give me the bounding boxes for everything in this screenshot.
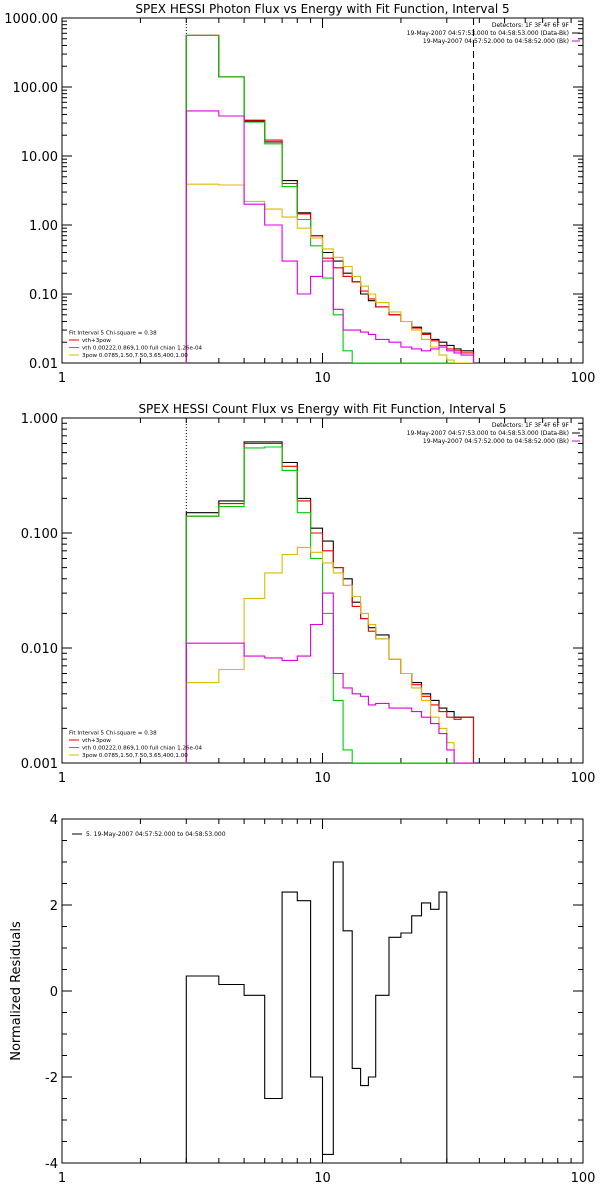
chart-panel-3: Normalized Residuals 1 10 100 4 2 0 -2 -4 5. 19-M…	[9, 813, 595, 1186]
chart-title: SPEX HESSI Count Flux vs Energy with Fit…	[138, 402, 506, 416]
plot-area	[185, 441, 475, 763]
fit-legend-entry: vth 0.00222,0.869,1.00 full chian 1.26e-…	[82, 746, 203, 752]
series-3pow-line	[185, 546, 474, 763]
series-data-bk-line	[185, 34, 475, 363]
legend-top-right-text: Detectors: 1F 3F 4F 6F 9F	[492, 22, 570, 29]
y-tick-label: 0.001	[21, 757, 58, 772]
x-tick-label: 10	[314, 371, 331, 386]
y-tick-label: 0.010	[21, 642, 58, 657]
fit-legend-entry: vth+3pow	[82, 338, 111, 344]
y-tick-label: 0.10	[29, 288, 58, 303]
y-tick-label: -4	[45, 1157, 58, 1172]
y-tick-label: 1.00	[29, 219, 58, 234]
y-tick-label: 4	[50, 813, 58, 828]
y-tick-label: 0	[50, 985, 58, 1000]
legend-top-right-text: Detectors: 1F 3F 4F 6F 9F	[492, 422, 570, 429]
series-bk-line	[185, 592, 474, 763]
chart-title: SPEX HESSI Photon Flux vs Energy with Fi…	[135, 2, 509, 16]
series-3pow-line	[185, 183, 474, 363]
y-tick-label: 1000.00	[4, 12, 58, 27]
fit-legend-entry: vth 0.00222,0.869,1.00 full chian 1.26e-…	[82, 346, 203, 352]
chart-panel-2: SPEX HESSI Count Flux vs Energy with Fit…	[21, 402, 596, 786]
y-tick-label: 1.000	[21, 412, 58, 427]
series-bk-line	[185, 110, 475, 363]
legend-top-right-text: 19-May-2007 04:57:52.000 to 04:58:52.000…	[423, 438, 569, 445]
x-tick-label: 1	[58, 371, 66, 386]
fit-legend-header: Fit Interval 5 Chi-square = 0.38	[69, 731, 157, 737]
fit-legend-entry: vth+3pow	[82, 738, 111, 744]
legend-top-right-text: 19-May-2007 04:57:53.000 to 04:58:53.000…	[407, 430, 569, 437]
x-tick-label: 10	[314, 1171, 331, 1186]
series-residuals-line	[185, 861, 448, 1163]
plot-area	[185, 34, 475, 363]
y-axis-label: Normalized Residuals	[9, 921, 24, 1061]
plot-area	[185, 861, 448, 1163]
y-tick-label: 10.00	[21, 150, 58, 165]
legend-top-right-text: 19-May-2007 04:57:53.000 to 04:58:53.000…	[407, 30, 569, 37]
y-tick-label: 0.100	[21, 527, 58, 542]
y-tick-label: -2	[45, 1071, 58, 1086]
x-tick-label: 1	[58, 1171, 66, 1186]
x-tick-label: 1	[58, 771, 66, 786]
residual-legend-entry: 5. 19-May-2007 04:57:52.000 to 04:58:53.…	[86, 831, 226, 838]
series-vth-line	[185, 446, 474, 763]
series-vth-line	[185, 34, 474, 363]
y-tick-label: 100.00	[13, 81, 59, 96]
y-tick-label: 0.01	[29, 357, 58, 372]
fit-legend-header: Fit Interval 5 Chi-square = 0.38	[69, 331, 157, 337]
legend-top-right-text: 19-May-2007 04:57:52.000 to 04:58:52.000…	[423, 38, 569, 45]
fit-legend-entry: 3pow 0.0785,1.50,7.50,3.65,400,1.00	[82, 753, 188, 759]
chart-panel-1: SPEX HESSI Photon Flux vs Energy with Fi…	[4, 2, 595, 386]
x-tick-label: 100	[571, 371, 596, 386]
x-tick-label: 100	[571, 771, 596, 786]
x-tick-label: 100	[571, 1171, 596, 1186]
fit-legend-entry: 3pow 0.0785,1.50,7.50,3.65,400,1.00	[82, 353, 188, 359]
x-tick-label: 10	[314, 771, 331, 786]
series-vth-3pow-line	[185, 34, 475, 363]
y-tick-label: 2	[50, 899, 58, 914]
